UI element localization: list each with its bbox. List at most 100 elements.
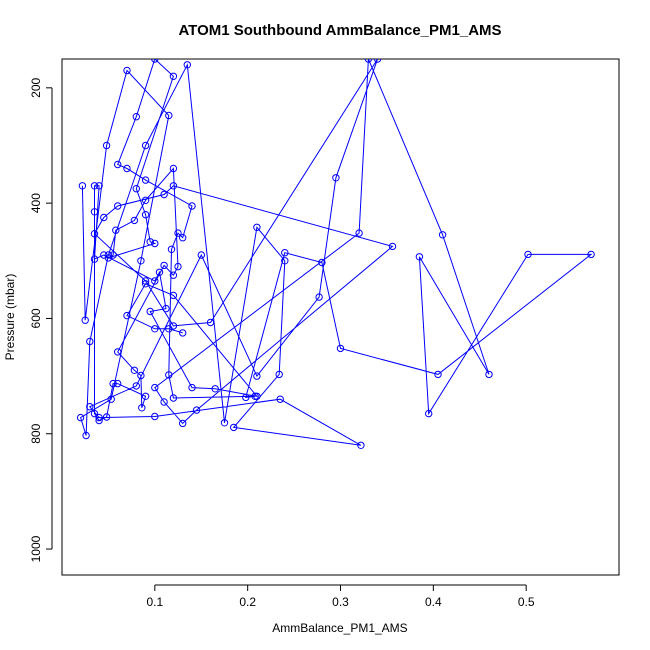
data-point bbox=[174, 229, 182, 237]
x-tick-label: 0.2 bbox=[239, 595, 256, 609]
data-point bbox=[179, 234, 187, 242]
data-point bbox=[160, 190, 168, 199]
data-point bbox=[151, 239, 159, 248]
data-point bbox=[183, 61, 192, 69]
data-point bbox=[138, 404, 146, 412]
data-point bbox=[141, 176, 150, 184]
data-point bbox=[253, 372, 261, 380]
data-point bbox=[253, 223, 261, 232]
data-point bbox=[132, 382, 141, 390]
series-layer bbox=[76, 59, 595, 449]
data-point bbox=[141, 211, 150, 219]
data-point bbox=[151, 59, 159, 63]
data-point bbox=[415, 253, 424, 261]
data-point bbox=[179, 329, 187, 337]
data-point bbox=[107, 395, 115, 403]
data-point bbox=[155, 268, 164, 276]
data-point bbox=[114, 160, 122, 169]
data-point bbox=[90, 230, 99, 238]
data-point bbox=[86, 337, 94, 346]
data-point bbox=[169, 72, 178, 81]
x-tick-label: 0.1 bbox=[146, 595, 163, 609]
data-point bbox=[188, 202, 196, 210]
data-point bbox=[104, 251, 113, 259]
data-point bbox=[141, 141, 150, 150]
y-tick-label: 1000 bbox=[29, 535, 43, 562]
data-point bbox=[151, 412, 159, 421]
data-point bbox=[230, 423, 238, 432]
data-point bbox=[188, 383, 196, 392]
data-point bbox=[242, 393, 250, 402]
data-point bbox=[102, 141, 111, 150]
y-tick-label: 400 bbox=[29, 193, 43, 213]
data-point bbox=[169, 164, 178, 173]
data-point bbox=[332, 174, 340, 182]
data-point bbox=[355, 229, 363, 237]
data-point bbox=[192, 406, 201, 414]
data-point bbox=[114, 348, 122, 356]
x-axis-label: AmmBalance_PM1_AMS bbox=[272, 621, 407, 635]
data-point bbox=[137, 257, 145, 265]
data-point bbox=[132, 113, 141, 121]
data-point bbox=[179, 419, 187, 428]
plot-frame bbox=[61, 58, 620, 576]
data-point bbox=[151, 383, 159, 392]
x-tick-label: 0.3 bbox=[332, 595, 349, 609]
data-point bbox=[318, 258, 326, 267]
data-point bbox=[109, 379, 117, 388]
data-point bbox=[95, 416, 103, 425]
y-tick-label: 600 bbox=[29, 308, 43, 328]
data-point bbox=[162, 304, 170, 313]
data-point bbox=[90, 409, 99, 418]
data-point bbox=[160, 398, 168, 406]
data-point bbox=[141, 392, 150, 400]
data-point bbox=[373, 59, 382, 63]
data-point bbox=[388, 242, 397, 251]
data-point bbox=[315, 293, 323, 301]
data-point bbox=[102, 413, 111, 421]
data-point bbox=[434, 370, 442, 379]
data-point bbox=[151, 325, 159, 333]
data-point bbox=[114, 379, 122, 388]
data-point bbox=[109, 251, 117, 259]
y-axis: 200 400 600 800 1000 bbox=[29, 77, 53, 562]
series-line bbox=[80, 59, 593, 446]
data-point bbox=[146, 307, 154, 316]
y-tick-label: 200 bbox=[29, 77, 43, 97]
data-point bbox=[95, 413, 103, 422]
y-axis-label: Pressure (mbar) bbox=[3, 274, 17, 361]
data-point bbox=[211, 385, 219, 393]
data-point bbox=[169, 394, 178, 402]
chart-title: ATOM1 Southbound AmmBalance_PM1_AMS bbox=[178, 22, 501, 39]
data-point bbox=[281, 249, 289, 257]
data-point bbox=[276, 395, 284, 403]
data-point bbox=[141, 277, 150, 285]
data-point bbox=[197, 251, 206, 259]
data-point bbox=[220, 419, 229, 427]
data-point bbox=[336, 344, 345, 353]
data-point bbox=[76, 413, 85, 422]
x-tick-label: 0.4 bbox=[425, 595, 442, 609]
data-point bbox=[141, 280, 150, 288]
data-point bbox=[165, 111, 173, 120]
data-point bbox=[485, 370, 493, 379]
data-point bbox=[165, 325, 173, 333]
data-point bbox=[357, 441, 365, 449]
data-point bbox=[130, 216, 139, 225]
data-point bbox=[82, 431, 90, 440]
data-point bbox=[146, 238, 154, 246]
data-point bbox=[114, 202, 122, 210]
data-point bbox=[112, 226, 120, 234]
data-point bbox=[100, 251, 108, 259]
data-point bbox=[90, 182, 99, 190]
data-point bbox=[123, 164, 131, 173]
data-point bbox=[253, 392, 261, 400]
data-point bbox=[141, 196, 150, 205]
data-point bbox=[275, 370, 283, 379]
data-point bbox=[425, 409, 433, 418]
data-point bbox=[151, 277, 159, 285]
data-point bbox=[281, 257, 289, 265]
y-tick-label: 800 bbox=[29, 423, 43, 443]
data-point bbox=[123, 311, 131, 320]
